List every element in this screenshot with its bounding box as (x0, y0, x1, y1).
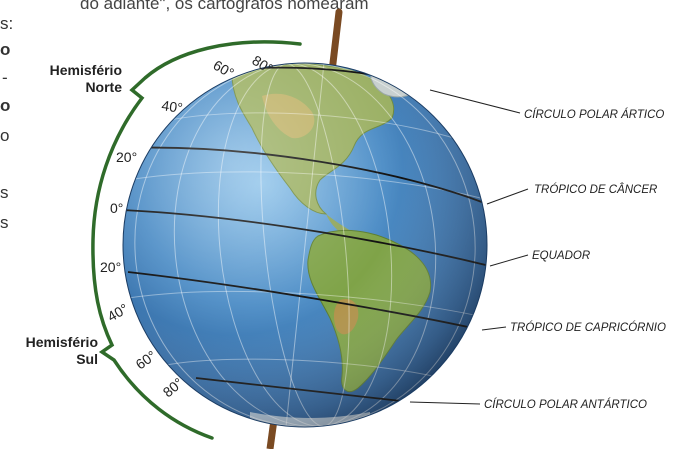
south-hemisphere-label: Hemisfério Sul (0, 334, 98, 368)
tropic-of-capricorn-label: TRÓPICO DE CAPRICÓRNIO (510, 321, 666, 334)
side-text-fragment: o (0, 126, 10, 145)
north-hemisphere-label: Hemisfério Norte (18, 62, 122, 96)
latitude-label-north-40: 40° (161, 97, 184, 116)
leader-lines (409, 89, 529, 405)
arctic-circle-label: CÍRCULO POLAR ÁRTICO (524, 108, 664, 121)
side-text-fragment: o (0, 96, 11, 115)
side-text-fragment: s: (0, 14, 14, 33)
latitude-label-south-40: 40° (105, 300, 131, 324)
globe (123, 63, 487, 427)
side-text-fragment: - (2, 68, 8, 87)
south-hemisphere-line1: Hemisfério (25, 334, 98, 350)
north-hemisphere-line1: Hemisfério (49, 62, 122, 78)
side-text-fragment: o (0, 40, 11, 59)
latitude-label-south-60: 60° (133, 347, 160, 372)
top-text-fragment: do adiante", os cartógrafos nomearam (80, 0, 369, 13)
tropic-of-cancer-label: TRÓPICO DE CÂNCER (534, 183, 657, 196)
latitude-label-south-20: 20° (100, 259, 121, 275)
hemisphere-bracket (91, 40, 302, 440)
side-text-fragment: s (0, 183, 9, 202)
equator-label: EQUADOR (532, 250, 590, 262)
latitude-label-north-20: 20° (116, 149, 137, 165)
south-hemisphere-line2: Sul (76, 351, 98, 367)
antarctic-circle-label: CÍRCULO POLAR ANTÁRTICO (484, 398, 647, 411)
latitude-label-equator: 0° (110, 200, 123, 216)
north-hemisphere-line2: Norte (85, 79, 122, 95)
side-text-fragment: s (0, 213, 9, 232)
